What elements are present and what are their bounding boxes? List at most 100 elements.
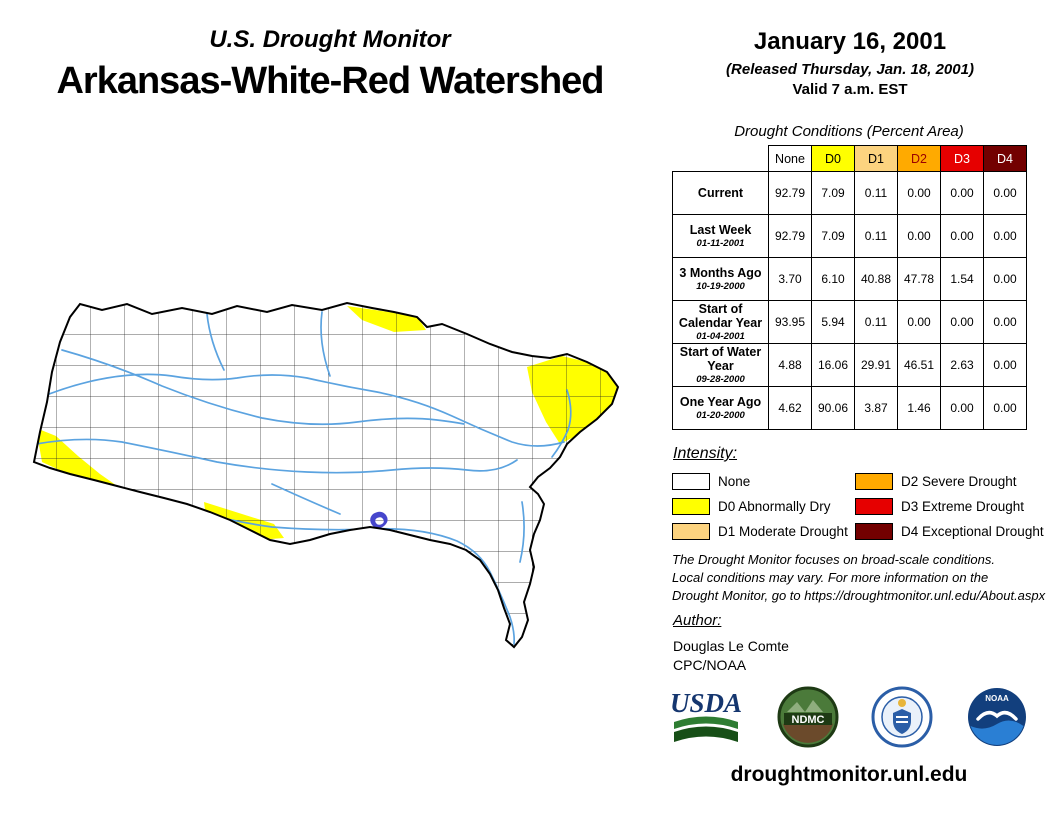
legend-item-none: None	[672, 469, 848, 494]
watershed-map	[22, 272, 652, 664]
cell-value: 0.00	[983, 257, 1027, 301]
table-row-one-year-ago: One Year Ago 01-20-2000 4.62 90.06 3.87 …	[672, 386, 1027, 430]
cell-value: 90.06	[811, 386, 855, 430]
cell-value: 0.00	[983, 214, 1027, 258]
cell-value: 1.54	[940, 257, 984, 301]
table-row-3-months-ago: 3 Months Ago 10-19-2000 3.70 6.10 40.88 …	[672, 257, 1027, 301]
tributary-east	[551, 389, 572, 458]
author-name: Douglas Le Comte	[673, 638, 789, 654]
table-row-start-calendar-year: Start of Calendar Year 01-04-2001 93.95 …	[672, 300, 1027, 344]
cell-value: 0.00	[983, 386, 1027, 430]
cell-value: 0.00	[897, 171, 941, 215]
cell-value: 0.11	[854, 214, 898, 258]
cell-value: 0.00	[983, 343, 1027, 387]
row-date: 09-28-2000	[696, 374, 745, 386]
map-date: January 16, 2001	[753, 28, 947, 55]
usda-logo-text: USDA	[670, 688, 742, 718]
legend-column-right: D2 Severe Drought D3 Extreme Drought D4 …	[855, 469, 1044, 544]
legend-item-d2: D2 Severe Drought	[855, 469, 1044, 494]
cell-value: 92.79	[768, 171, 812, 215]
table-row-last-week: Last Week 01-11-2001 92.79 7.09 0.11 0.0…	[672, 214, 1027, 258]
cell-value: 7.09	[811, 214, 855, 258]
col-header-none: None	[768, 145, 812, 172]
cell-value: 4.62	[768, 386, 812, 430]
cell-value: 47.78	[897, 257, 941, 301]
table-corner-cell	[672, 145, 769, 172]
table-row-start-water-year: Start of Water Year 09-28-2000 4.88 16.0…	[672, 343, 1027, 387]
date-block: January 16, 2001 (Released Thursday, Jan…	[700, 28, 1000, 98]
reservoir-marker	[370, 511, 388, 529]
cell-value: 0.00	[983, 171, 1027, 215]
col-header-d3: D3	[940, 145, 984, 172]
row-date: 10-19-2000	[696, 281, 745, 293]
rivers	[34, 311, 572, 645]
legend-item-d1: D1 Moderate Drought	[672, 519, 848, 544]
cell-value: 3.70	[768, 257, 812, 301]
valid-time: Valid 7 a.m. EST	[792, 81, 908, 98]
cell-value: 5.94	[811, 300, 855, 344]
cell-value: 93.95	[768, 300, 812, 344]
cell-value: 0.00	[940, 171, 984, 215]
cell-value: 2.63	[940, 343, 984, 387]
usda-swoosh-lower	[674, 726, 738, 742]
agency-logos: USDA NDMC NOAA	[668, 686, 1028, 748]
d3-swatch	[855, 498, 893, 515]
row-label: Start of Water Year	[679, 344, 762, 373]
col-header-d0: D0	[811, 145, 855, 172]
noaa-gull-icon	[976, 710, 1018, 721]
about-url-text: Drought Monitor, go to https://droughtmo…	[672, 588, 1046, 604]
cell-value: 7.09	[811, 171, 855, 215]
cell-value: 0.11	[854, 171, 898, 215]
disclaimer-text: The Drought Monitor focuses on broad-sca…	[672, 551, 1045, 606]
cell-value: 0.00	[940, 386, 984, 430]
ndmc-logo-text: NDMC	[791, 714, 824, 726]
row-date: 01-20-2000	[696, 410, 745, 422]
table-header-row: None D0 D1 D2 D3 D4	[672, 145, 1027, 172]
col-header-d1: D1	[854, 145, 898, 172]
table-row-current: Current 92.79 7.09 0.11 0.00 0.00 0.00	[672, 171, 1027, 215]
tributary-north-1	[206, 313, 225, 371]
footer-url: droughtmonitor.unl.edu	[730, 763, 968, 786]
tributary-north-2	[320, 311, 331, 377]
row-date: 01-04-2001	[696, 331, 745, 343]
cell-value: 46.51	[897, 343, 941, 387]
author-org: CPC/NOAA	[673, 657, 747, 673]
usda-logo: USDA	[670, 688, 742, 742]
row-label: Current	[697, 185, 744, 200]
cell-value: 0.00	[983, 300, 1027, 344]
usda-swoosh-upper	[674, 716, 738, 729]
drought-conditions-table: None D0 D1 D2 D3 D4 Current 92.79 7.09 0…	[672, 145, 1027, 430]
doc-seal-logo	[871, 686, 933, 748]
cell-value: 16.06	[811, 343, 855, 387]
cell-value: 0.00	[897, 214, 941, 258]
cell-value: 3.87	[854, 386, 898, 430]
cell-value: 0.00	[940, 300, 984, 344]
d0-swatch	[672, 498, 710, 515]
noaa-logo: NOAA	[967, 688, 1026, 746]
d1-swatch	[672, 523, 710, 540]
legend-item-d0: D0 Abnormally Dry	[672, 494, 848, 519]
arkansas-river	[34, 373, 565, 447]
noaa-logo-text: NOAA	[985, 694, 1009, 703]
release-date: (Released Thursday, Jan. 18, 2001)	[726, 61, 974, 78]
canadian-river	[35, 438, 518, 474]
cell-value: 4.88	[768, 343, 812, 387]
d4-swatch	[855, 523, 893, 540]
tributary-tail	[519, 501, 525, 563]
row-label: 3 Months Ago	[679, 265, 762, 280]
cell-value: 40.88	[854, 257, 898, 301]
row-label: Start of Calendar Year	[678, 301, 763, 330]
cell-value: 0.11	[854, 300, 898, 344]
watershed-outline	[32, 301, 620, 649]
row-label: One Year Ago	[679, 394, 762, 409]
row-date: 01-11-2001	[696, 238, 745, 250]
col-header-d2: D2	[897, 145, 941, 172]
cell-value: 0.00	[897, 300, 941, 344]
washita-river	[271, 483, 341, 515]
author-heading: Author:	[673, 612, 722, 629]
legend-item-d3: D3 Extreme Drought	[855, 494, 1044, 519]
cell-value: 92.79	[768, 214, 812, 258]
cimarron-river	[61, 349, 465, 426]
legend-item-d4: D4 Exceptional Drought	[855, 519, 1044, 544]
